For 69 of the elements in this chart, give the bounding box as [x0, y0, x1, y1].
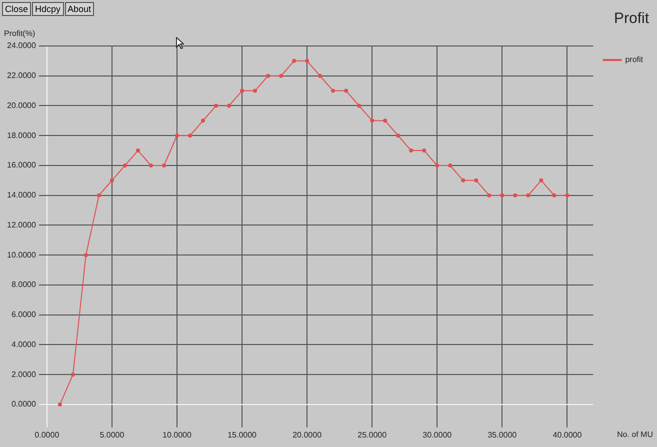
x-tick-label: 5.0000: [100, 430, 125, 440]
y-tick-label: 16.0000: [6, 160, 36, 170]
y-tick-label: 22.0000: [6, 71, 36, 80]
point: [162, 163, 166, 168]
y-tick-label: 10.0000: [6, 250, 36, 260]
point: [58, 402, 62, 406]
x-tick-label: 15.0000: [228, 430, 258, 440]
x-axis-title: No. of MU: [616, 430, 653, 439]
x-tick-label: 25.0000: [358, 430, 388, 440]
point: [318, 74, 322, 78]
point: [331, 88, 336, 93]
point: [396, 134, 400, 138]
point: [148, 163, 153, 168]
y-tick-label: 2.0000: [11, 370, 36, 379]
point: [474, 178, 478, 182]
point: [448, 163, 452, 168]
point: [487, 193, 492, 198]
point: [513, 193, 518, 198]
x-tick-label: 10.0000: [162, 430, 192, 440]
point: [266, 74, 270, 78]
point: [552, 193, 556, 198]
y-tick-label: 14.0000: [6, 190, 36, 200]
point: [305, 58, 310, 63]
point: [435, 163, 440, 168]
x-tick-label: 30.0000: [422, 430, 452, 440]
y-tick-label: 6.0000: [11, 310, 36, 320]
point: [383, 118, 388, 123]
text: About: [64, 2, 94, 16]
point: [292, 58, 296, 63]
point: [253, 88, 258, 93]
point: [188, 134, 192, 138]
point: [214, 104, 218, 108]
point: [227, 104, 232, 108]
point: [240, 88, 244, 93]
point: [70, 372, 75, 377]
y-axis-title: Profit(%): [4, 29, 36, 38]
y-tick-label: 18.0000: [6, 130, 36, 140]
point: [565, 193, 570, 198]
point: [344, 88, 348, 93]
point: [539, 178, 544, 182]
y-tick-label: 4.0000: [11, 340, 36, 349]
point: [279, 74, 284, 78]
point: [84, 253, 88, 258]
point: [422, 148, 426, 153]
point: [526, 193, 530, 198]
point: [96, 193, 101, 198]
point: [174, 134, 179, 138]
y-tick-label: 8.0000: [11, 280, 36, 290]
point: [461, 178, 466, 182]
point: [122, 163, 127, 168]
text: Hdcpy: [32, 2, 64, 16]
y-tick-label: 0.0000: [11, 400, 36, 409]
x-tick-label: 20.0000: [292, 430, 322, 440]
point: [357, 104, 362, 108]
point: [500, 193, 504, 198]
x-tick-label: 40.0000: [552, 430, 582, 440]
point: [201, 118, 206, 123]
y-tick-label: 24.0000: [6, 41, 36, 50]
x-tick-label: 35.0000: [488, 430, 518, 440]
legend-label: profit: [625, 55, 644, 64]
point: [110, 178, 114, 182]
point: [136, 148, 140, 153]
text: Profit: [614, 10, 649, 27]
y-tick-label: 12.0000: [6, 220, 36, 230]
x-tick-label: 0.0000: [34, 430, 60, 440]
y-tick-label: 20.0000: [6, 100, 36, 110]
point: [409, 148, 414, 153]
text: Close: [2, 2, 32, 16]
point: [370, 118, 374, 123]
